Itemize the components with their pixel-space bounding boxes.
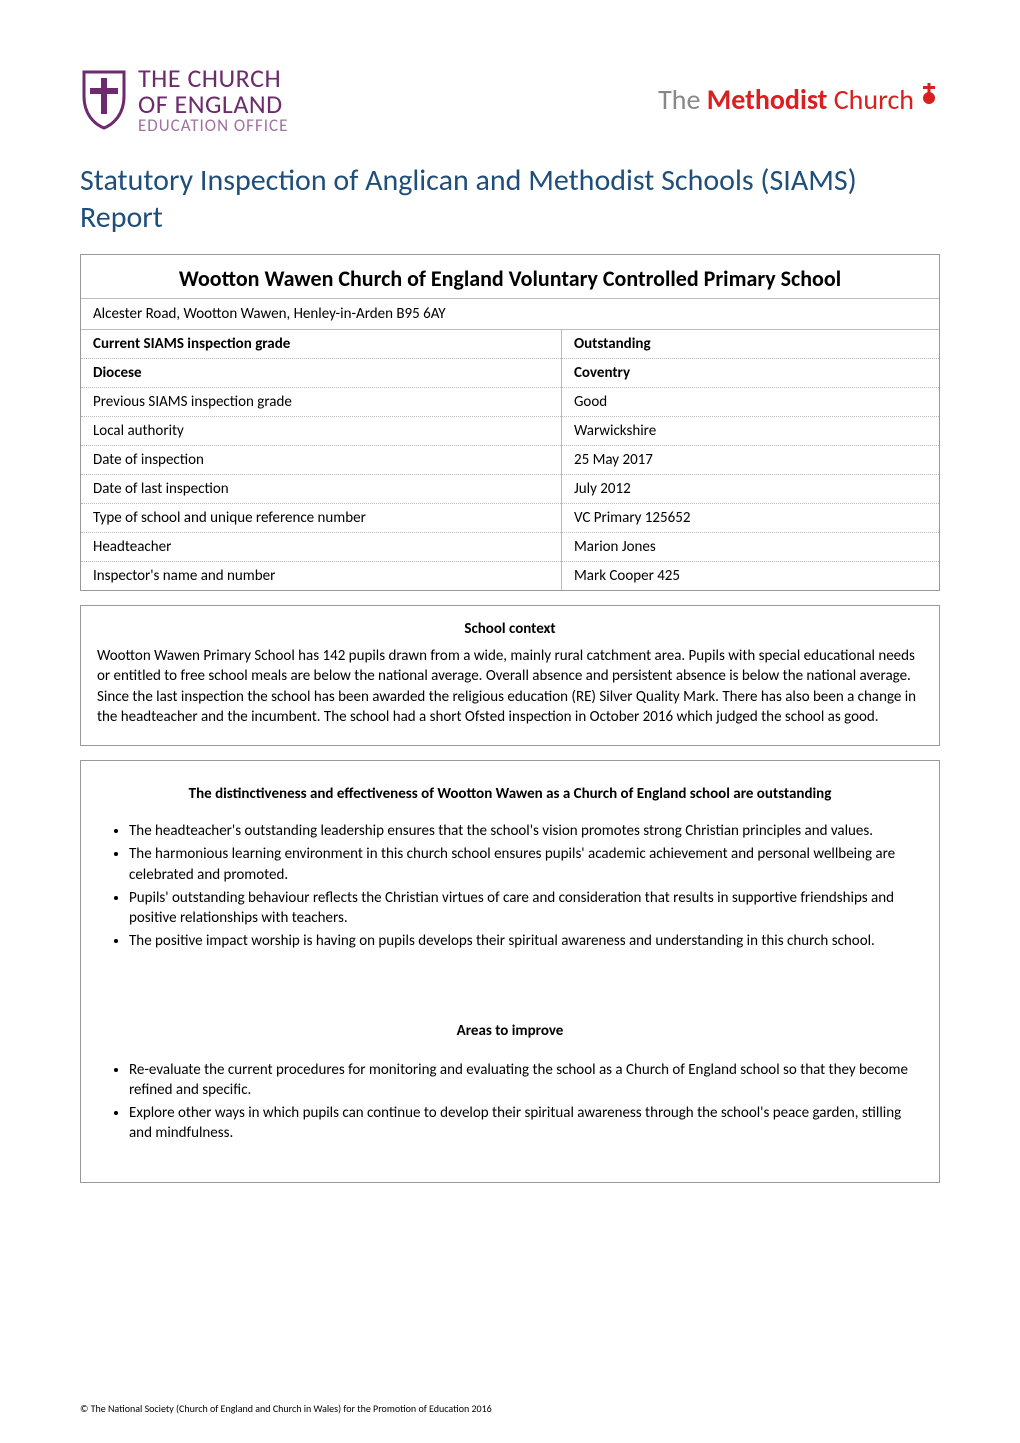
table-row: Diocese Coventry [81,359,939,388]
info-label: Type of school and unique reference numb… [81,504,561,533]
info-label: Date of last inspection [81,475,561,504]
context-body: Wootton Wawen Primary School has 142 pup… [97,646,923,727]
logo-right-red: Church [834,82,914,117]
info-value: VC Primary 125652 [561,504,939,533]
info-label: Date of inspection [81,446,561,475]
school-name: Wootton Wawen Church of England Voluntar… [81,255,939,299]
info-label: Current SIAMS inspection grade [81,330,561,359]
distinctiveness-heading: The distinctiveness and effectiveness of… [117,785,903,803]
table-row: Previous SIAMS inspection grade Good [81,388,939,417]
areas-bullets: Re-evaluate the current procedures for m… [97,1060,923,1144]
logo-right-grey: The [658,82,707,117]
list-item: Pupils' outstanding behaviour reflects t… [129,888,923,929]
table-row: Local authority Warwickshire [81,417,939,446]
list-item: The positive impact worship is having on… [129,931,923,951]
info-value: Outstanding [561,330,939,359]
logo-methodist-church: The Methodist Church [658,82,940,117]
school-info-box: Wootton Wawen Church of England Voluntar… [80,254,940,591]
context-heading: School context [97,620,923,638]
logo-right-bold: Methodist [707,82,834,117]
table-row: Type of school and unique reference numb… [81,504,939,533]
list-item: The harmonious learning environment in t… [129,844,923,885]
info-value: Warwickshire [561,417,939,446]
list-item: Re-evaluate the current procedures for m… [129,1060,923,1101]
shield-icon [80,70,128,130]
info-label: Previous SIAMS inspection grade [81,388,561,417]
footer-copyright: © The National Society (Church of Englan… [80,1402,492,1415]
list-item: Explore other ways in which pupils can c… [129,1103,923,1144]
info-value: Coventry [561,359,939,388]
context-box: School context Wootton Wawen Primary Sch… [80,605,940,746]
distinctiveness-box: The distinctiveness and effectiveness of… [80,760,940,1183]
info-label: Local authority [81,417,561,446]
logo-left-line3: EDUCATION OFFICE [138,117,288,134]
info-label: Diocese [81,359,561,388]
table-row: Headteacher Marion Jones [81,533,939,562]
info-value: Marion Jones [561,533,939,562]
header: THE CHURCH OF ENGLAND EDUCATION OFFICE T… [80,65,940,134]
info-value: 25 May 2017 [561,446,939,475]
logo-left-line2: OF ENGLAND [138,91,288,117]
school-address: Alcester Road, Wootton Wawen, Henley-in-… [81,299,939,330]
table-row: Date of last inspection July 2012 [81,475,939,504]
report-title: Statutory Inspection of Anglican and Met… [80,162,940,236]
table-row: Current SIAMS inspection grade Outstandi… [81,330,939,359]
info-value: July 2012 [561,475,939,504]
table-row: Date of inspection 25 May 2017 [81,446,939,475]
table-row: Inspector's name and number Mark Cooper … [81,562,939,591]
list-item: The headteacher's outstanding leadership… [129,821,923,841]
info-value: Mark Cooper 425 [561,562,939,591]
info-table: Current SIAMS inspection grade Outstandi… [81,330,939,590]
info-value: Good [561,388,939,417]
info-label: Inspector's name and number [81,562,561,591]
logo-church-of-england: THE CHURCH OF ENGLAND EDUCATION OFFICE [80,65,288,134]
orb-cross-icon [918,83,940,105]
distinctiveness-bullets: The headteacher's outstanding leadership… [97,821,923,952]
areas-heading: Areas to improve [97,1022,923,1040]
info-label: Headteacher [81,533,561,562]
